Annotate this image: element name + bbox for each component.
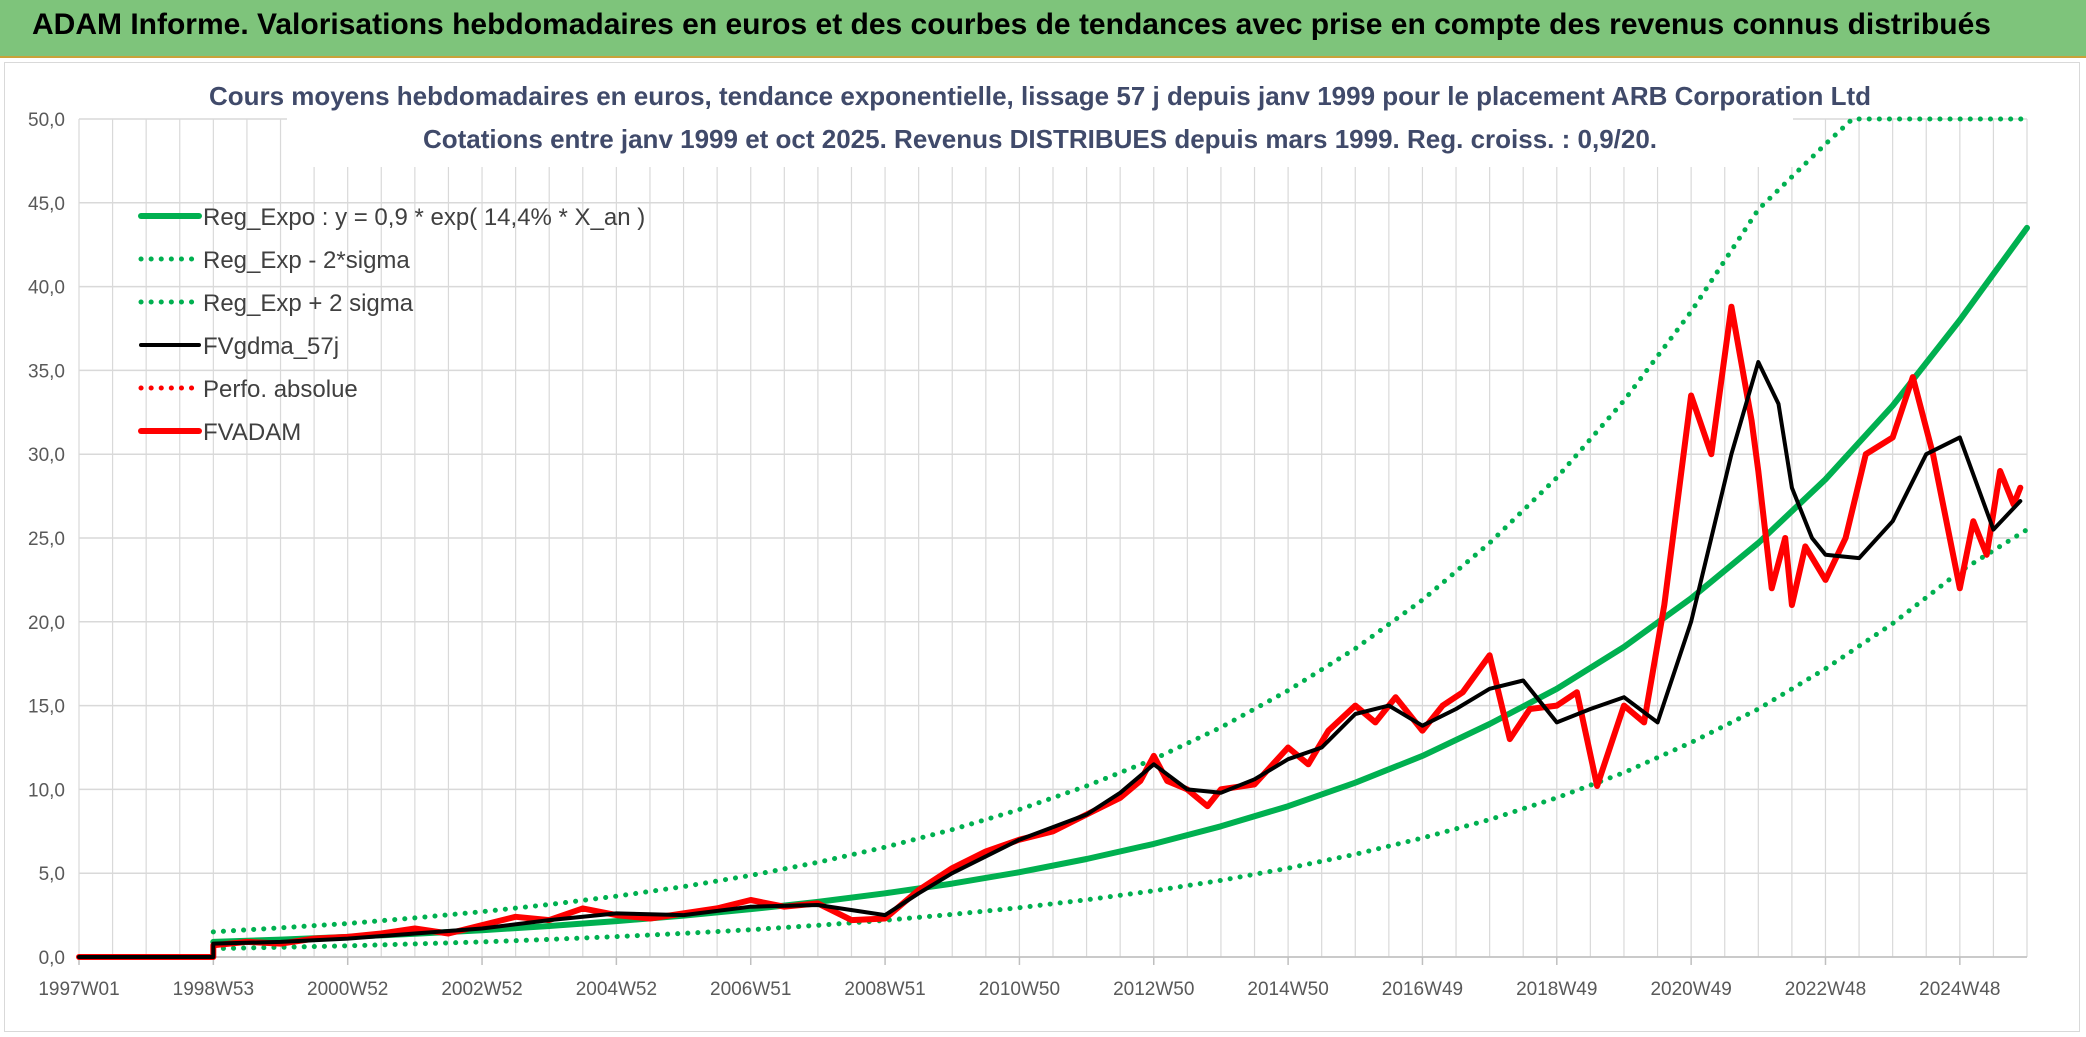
x-tick-label: 2010W50 — [979, 979, 1060, 1000]
chart-frame: 0,0 5,0 10,0 15,0 20,0 25,0 30,0 35,0 40,0 45,0 50… — [4, 62, 2080, 1032]
y-tick-label: 40,0 — [28, 278, 65, 299]
series-line-3 — [77, 360, 2023, 959]
series-line-5 — [76, 303, 2024, 960]
y-tick-label: 30,0 — [28, 445, 65, 466]
x-tick-label: 2022W48 — [1785, 979, 1866, 1000]
axis-layer: 0,0 5,0 10,0 15,0 20,0 25,0 30,0 35,0 40,0 45,0 50… — [28, 110, 2027, 1000]
y-tick-label: 35,0 — [28, 361, 65, 382]
x-tick-label: 2008W51 — [844, 979, 925, 1000]
x-tick-label: 2024W48 — [1919, 979, 2000, 1000]
legend-label: FVgdma_57j — [203, 333, 339, 360]
title-background — [287, 65, 1793, 167]
x-tick-label: 2014W50 — [1247, 979, 1328, 1000]
x-tick-label: 2004W52 — [576, 979, 657, 1000]
legend-label: FVADAM — [203, 419, 301, 446]
x-tick-label: 2016W49 — [1382, 979, 1463, 1000]
legend-label: Perfo. absolue — [203, 376, 358, 403]
legend-label: Reg_Exp + 2 sigma — [203, 290, 414, 317]
title-layer: Cours moyens hebdomadaires en euros, ten… — [209, 65, 1871, 167]
x-tick-label: 2006W51 — [710, 979, 791, 1000]
legend: Reg_Expo : y = 0,9 * exp( 14,4% * X_an )… — [138, 204, 645, 446]
x-tick-label: 1998W53 — [173, 979, 254, 1000]
x-tick-label: 1997W01 — [38, 979, 119, 1000]
banner-title: ADAM Informe. Valorisations hebdomadaire… — [32, 8, 1991, 41]
x-tick-label: 2000W52 — [307, 979, 388, 1000]
top-banner: ADAM Informe. Valorisations hebdomadaire… — [0, 0, 2086, 58]
chart-title: Cours moyens hebdomadaires en euros, ten… — [209, 81, 1871, 111]
y-tick-label: 50,0 — [28, 110, 65, 131]
series-line-1 — [210, 527, 2030, 952]
chart-svg: 0,0 5,0 10,0 15,0 20,0 25,0 30,0 35,0 40,0 45,0 50… — [28, 65, 2030, 1000]
x-tick-label: 2012W50 — [1113, 979, 1194, 1000]
y-tick-label: 25,0 — [28, 529, 65, 550]
y-tick-label: 45,0 — [28, 194, 65, 215]
y-tick-label: 15,0 — [28, 697, 65, 718]
x-tick-label: 2002W52 — [441, 979, 522, 1000]
y-tick-label: 10,0 — [28, 780, 65, 801]
series-line-0 — [210, 224, 2030, 945]
y-tick-label: 0,0 — [39, 948, 65, 969]
chart-subtitle: Cotations entre janv 1999 et oct 2025. R… — [423, 124, 1657, 154]
x-tick-label: 2018W49 — [1516, 979, 1597, 1000]
x-tick-label: 2020W49 — [1650, 979, 1731, 1000]
legend-label: Reg_Expo : y = 0,9 * exp( 14,4% * X_an ) — [203, 204, 645, 231]
y-tick-label: 20,0 — [28, 613, 65, 634]
legend-label: Reg_Exp - 2*sigma — [203, 247, 410, 274]
series-layer — [76, 116, 2030, 960]
y-tick-label: 5,0 — [39, 864, 65, 885]
